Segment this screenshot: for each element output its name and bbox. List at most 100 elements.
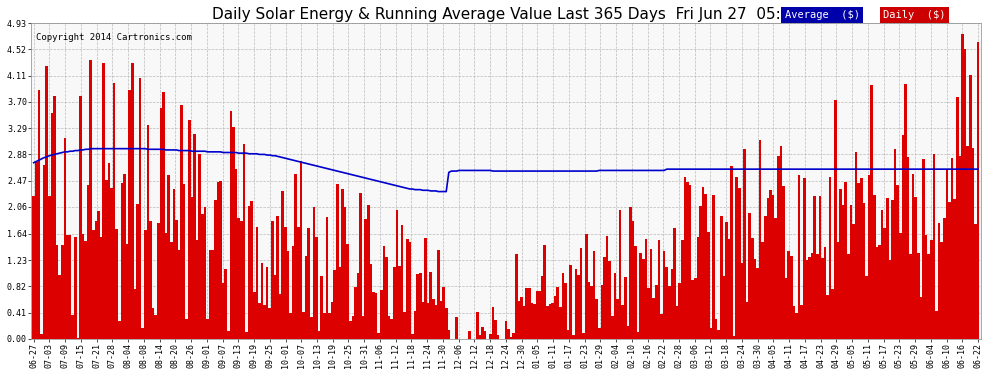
Bar xyxy=(640,253,643,339)
Bar xyxy=(292,246,294,339)
Bar xyxy=(375,293,377,339)
Bar xyxy=(889,260,891,339)
Bar xyxy=(328,313,331,339)
Bar xyxy=(318,331,321,339)
Bar xyxy=(279,294,281,339)
Bar xyxy=(497,335,499,339)
Bar xyxy=(961,33,964,339)
Bar xyxy=(159,108,162,339)
Bar xyxy=(33,196,35,339)
Bar xyxy=(546,306,548,339)
Bar xyxy=(430,272,432,339)
Bar xyxy=(904,84,907,339)
Bar xyxy=(380,290,383,339)
Bar xyxy=(933,154,936,339)
Bar xyxy=(842,204,844,339)
Bar xyxy=(920,297,923,339)
Bar xyxy=(84,241,87,339)
Bar xyxy=(751,238,753,339)
Bar xyxy=(790,256,793,339)
Bar xyxy=(873,195,875,339)
Bar xyxy=(484,332,486,339)
Bar xyxy=(834,100,837,339)
Bar xyxy=(445,308,447,339)
Bar xyxy=(704,194,707,339)
Bar xyxy=(518,301,520,339)
Bar xyxy=(840,189,842,339)
Bar xyxy=(95,221,97,339)
Bar xyxy=(862,203,865,339)
Bar xyxy=(323,314,326,339)
Bar xyxy=(580,249,582,339)
Bar xyxy=(673,228,676,339)
Bar xyxy=(756,267,758,339)
Bar xyxy=(948,202,950,339)
Bar xyxy=(837,242,840,339)
Bar xyxy=(564,282,567,339)
Bar xyxy=(689,184,691,339)
Bar xyxy=(41,333,43,339)
Title: Daily Solar Energy & Running Average Value Last 365 Days  Fri Jun 27  05:32: Daily Solar Energy & Running Average Val… xyxy=(212,7,800,22)
Bar xyxy=(598,328,601,339)
Bar xyxy=(390,319,393,339)
Bar xyxy=(43,165,46,339)
Bar xyxy=(126,244,129,339)
Bar xyxy=(544,245,546,339)
Bar xyxy=(728,239,731,339)
Bar xyxy=(305,256,308,339)
Bar xyxy=(928,254,930,339)
Bar xyxy=(252,292,255,339)
Bar xyxy=(435,305,438,339)
Bar xyxy=(38,90,41,339)
Bar xyxy=(180,105,183,339)
Bar xyxy=(144,230,147,339)
Bar xyxy=(87,185,89,339)
Bar xyxy=(844,182,847,339)
Bar xyxy=(58,275,61,339)
Bar xyxy=(572,335,574,339)
Bar xyxy=(670,269,673,339)
Bar xyxy=(624,277,627,339)
Bar xyxy=(827,295,829,339)
Bar xyxy=(736,177,739,339)
Bar xyxy=(222,283,225,339)
Bar xyxy=(334,270,336,339)
Bar xyxy=(191,197,193,339)
Bar xyxy=(539,291,541,339)
Bar xyxy=(707,232,710,339)
Bar xyxy=(313,207,315,339)
Bar xyxy=(300,160,302,339)
Bar xyxy=(204,207,206,339)
Bar xyxy=(149,221,151,339)
Bar xyxy=(164,233,167,339)
Bar xyxy=(676,306,678,339)
Bar xyxy=(354,287,356,339)
Bar xyxy=(489,334,492,339)
Bar xyxy=(561,273,564,339)
Bar xyxy=(761,242,764,339)
Bar xyxy=(699,206,702,339)
Bar xyxy=(811,253,814,339)
Bar xyxy=(691,280,694,339)
Bar xyxy=(647,288,649,339)
Bar xyxy=(273,275,276,339)
Bar xyxy=(774,217,777,339)
Bar xyxy=(663,251,665,339)
Bar xyxy=(971,148,974,339)
Bar xyxy=(167,175,170,339)
Bar xyxy=(548,304,551,339)
Bar xyxy=(406,239,409,339)
Bar xyxy=(940,242,943,339)
Bar xyxy=(915,198,917,339)
Bar xyxy=(351,316,354,339)
Bar xyxy=(936,310,938,339)
Bar xyxy=(396,210,398,339)
Bar xyxy=(219,181,222,339)
Bar xyxy=(297,227,300,339)
Bar xyxy=(110,188,113,339)
Bar xyxy=(89,60,92,339)
Bar xyxy=(878,245,881,339)
Bar xyxy=(268,308,271,339)
Bar xyxy=(785,278,787,339)
Bar xyxy=(289,313,292,339)
